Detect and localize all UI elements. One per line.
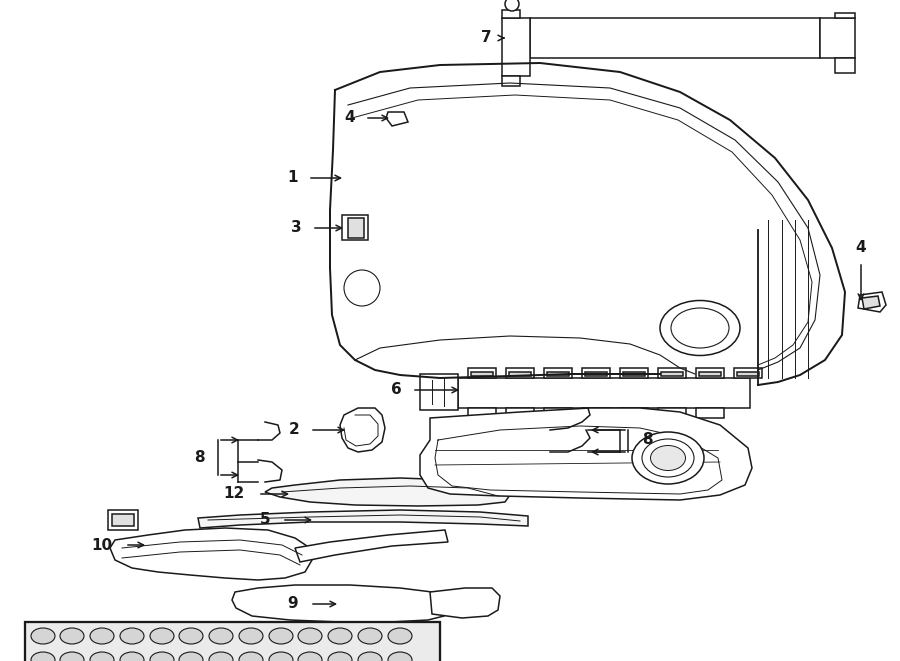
Polygon shape <box>658 368 686 378</box>
Text: 8: 8 <box>642 432 652 447</box>
Ellipse shape <box>651 446 686 471</box>
Polygon shape <box>544 408 572 418</box>
Polygon shape <box>585 372 607 376</box>
Ellipse shape <box>660 301 740 356</box>
Polygon shape <box>348 218 364 238</box>
Polygon shape <box>458 378 750 408</box>
Ellipse shape <box>209 652 233 661</box>
Ellipse shape <box>239 652 263 661</box>
Ellipse shape <box>90 628 114 644</box>
Ellipse shape <box>388 628 412 644</box>
Polygon shape <box>342 215 368 240</box>
Text: 2: 2 <box>289 422 300 438</box>
Polygon shape <box>582 368 610 378</box>
Ellipse shape <box>358 652 382 661</box>
Text: 6: 6 <box>392 383 402 397</box>
Ellipse shape <box>642 439 694 477</box>
Ellipse shape <box>31 652 55 661</box>
Ellipse shape <box>209 628 233 644</box>
Polygon shape <box>835 58 855 73</box>
Polygon shape <box>468 368 496 378</box>
Polygon shape <box>661 372 683 376</box>
Polygon shape <box>623 372 645 376</box>
Ellipse shape <box>671 308 729 348</box>
Ellipse shape <box>90 652 114 661</box>
Text: 10: 10 <box>91 537 112 553</box>
Polygon shape <box>737 372 759 376</box>
Polygon shape <box>696 408 724 418</box>
Ellipse shape <box>60 628 84 644</box>
Ellipse shape <box>31 628 55 644</box>
Polygon shape <box>295 530 448 562</box>
Ellipse shape <box>388 652 412 661</box>
Ellipse shape <box>328 652 352 661</box>
Polygon shape <box>471 372 493 376</box>
Ellipse shape <box>358 628 382 644</box>
Polygon shape <box>658 408 686 418</box>
Ellipse shape <box>179 628 203 644</box>
Polygon shape <box>502 18 530 76</box>
Ellipse shape <box>298 628 322 644</box>
Text: 4: 4 <box>856 241 867 256</box>
Circle shape <box>505 0 519 11</box>
Text: 9: 9 <box>287 596 298 611</box>
Polygon shape <box>386 112 408 126</box>
Polygon shape <box>620 408 648 418</box>
Text: 12: 12 <box>224 486 245 502</box>
Polygon shape <box>858 292 886 312</box>
Polygon shape <box>820 18 855 58</box>
Ellipse shape <box>239 628 263 644</box>
Polygon shape <box>506 368 534 378</box>
Polygon shape <box>699 372 721 376</box>
Polygon shape <box>582 408 610 418</box>
Polygon shape <box>108 510 138 530</box>
Polygon shape <box>502 10 520 18</box>
Polygon shape <box>420 374 458 410</box>
Polygon shape <box>430 588 500 618</box>
Ellipse shape <box>150 652 174 661</box>
Polygon shape <box>420 408 752 500</box>
Ellipse shape <box>120 652 144 661</box>
Polygon shape <box>198 510 528 528</box>
Polygon shape <box>696 368 724 378</box>
Polygon shape <box>547 372 569 376</box>
Ellipse shape <box>328 628 352 644</box>
Circle shape <box>344 270 380 306</box>
Polygon shape <box>835 13 855 18</box>
Ellipse shape <box>60 652 84 661</box>
Polygon shape <box>530 18 820 58</box>
Text: 4: 4 <box>345 110 355 126</box>
Polygon shape <box>509 372 531 376</box>
Polygon shape <box>862 296 880 309</box>
Bar <box>25 622 440 661</box>
Ellipse shape <box>298 652 322 661</box>
Text: 7: 7 <box>482 30 492 46</box>
Polygon shape <box>112 514 134 526</box>
Polygon shape <box>734 368 762 378</box>
Polygon shape <box>25 622 440 661</box>
Polygon shape <box>506 408 534 418</box>
Ellipse shape <box>269 652 293 661</box>
Ellipse shape <box>632 432 704 484</box>
Text: 5: 5 <box>259 512 270 527</box>
Text: 1: 1 <box>287 171 298 186</box>
Polygon shape <box>265 478 510 506</box>
Polygon shape <box>620 368 648 378</box>
Ellipse shape <box>120 628 144 644</box>
Polygon shape <box>468 408 496 418</box>
Polygon shape <box>340 408 385 452</box>
Ellipse shape <box>150 628 174 644</box>
Polygon shape <box>232 585 448 622</box>
Polygon shape <box>502 76 520 86</box>
Polygon shape <box>544 368 572 378</box>
Ellipse shape <box>179 652 203 661</box>
Text: 8: 8 <box>194 451 205 465</box>
Text: 3: 3 <box>292 221 302 235</box>
Polygon shape <box>110 528 312 580</box>
Ellipse shape <box>269 628 293 644</box>
